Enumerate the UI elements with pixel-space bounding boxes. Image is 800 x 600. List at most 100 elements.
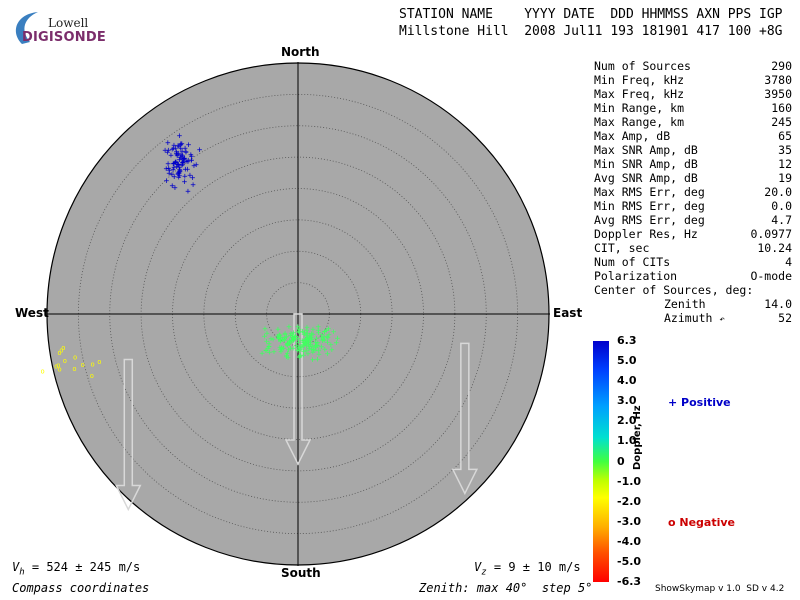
stat-label: Max Amp, dB xyxy=(594,129,671,143)
source-point: + xyxy=(166,169,172,179)
source-point: + xyxy=(295,346,301,356)
source-point: + xyxy=(173,158,179,168)
source-point: + xyxy=(178,139,184,149)
stat-row: Polarization O-mode xyxy=(594,269,792,283)
stat-value: 160 xyxy=(771,101,792,115)
source-point: o xyxy=(63,357,67,365)
source-point: o xyxy=(72,365,76,373)
source-point: + xyxy=(187,171,193,181)
source-point: + xyxy=(264,329,270,339)
source-point: + xyxy=(296,327,302,337)
source-point: + xyxy=(304,338,310,348)
source-point: + xyxy=(302,338,308,348)
source-point: o xyxy=(40,367,44,375)
stat-label: Min RMS Err, deg xyxy=(594,199,705,213)
source-point: + xyxy=(334,339,340,349)
compass-east-label: East xyxy=(553,306,583,320)
source-point: + xyxy=(265,344,271,354)
source-point: o xyxy=(81,361,85,369)
source-point: + xyxy=(289,337,295,347)
stat-label: Polarization xyxy=(594,269,678,283)
source-point: + xyxy=(167,166,173,176)
source-point: + xyxy=(286,345,292,355)
source-point: + xyxy=(270,335,276,345)
source-point: + xyxy=(287,338,293,348)
stat-row: Min SNR Amp, dB 12 xyxy=(594,157,792,171)
source-point: + xyxy=(290,344,296,354)
source-point: + xyxy=(321,336,327,346)
source-point: + xyxy=(298,351,304,361)
source-point: + xyxy=(300,327,306,337)
source-point: + xyxy=(304,335,310,345)
center-azimuth-value: 52 xyxy=(778,311,792,325)
source-point: + xyxy=(301,341,307,351)
source-point: + xyxy=(174,162,180,172)
source-point: + xyxy=(182,144,188,154)
stat-value: 3950 xyxy=(764,87,792,101)
colorbar-tick-label: -2.0 xyxy=(617,494,642,508)
colorbar-tick-label: 1.0 xyxy=(617,434,637,448)
source-point: + xyxy=(310,330,316,340)
source-point: + xyxy=(298,342,304,352)
source-point: + xyxy=(293,333,299,343)
source-point: + xyxy=(291,328,297,338)
stat-value: 65 xyxy=(778,129,792,143)
source-point: + xyxy=(181,155,187,165)
source-point: + xyxy=(325,338,331,348)
stat-value: 4.7 xyxy=(771,213,792,227)
source-point: + xyxy=(289,336,295,346)
source-point: + xyxy=(171,159,177,169)
source-point: + xyxy=(275,332,281,342)
source-point: + xyxy=(277,343,283,353)
source-point: + xyxy=(183,165,189,175)
source-point: + xyxy=(282,336,288,346)
source-point: + xyxy=(308,338,314,348)
source-point: + xyxy=(189,156,195,166)
source-point: + xyxy=(282,334,288,344)
source-point: + xyxy=(294,341,300,351)
source-point: + xyxy=(279,344,285,354)
source-point: o xyxy=(90,360,94,368)
source-point: + xyxy=(288,344,294,354)
source-point: + xyxy=(315,341,321,351)
source-point: + xyxy=(172,184,178,194)
source-point: + xyxy=(284,332,290,342)
source-point: + xyxy=(179,147,185,157)
coordinates-label: Compass coordinates xyxy=(12,581,150,595)
source-point: + xyxy=(316,328,322,338)
source-point: + xyxy=(301,339,307,349)
source-point: + xyxy=(322,328,328,338)
stat-label: Max Range, km xyxy=(594,115,685,129)
source-point: + xyxy=(279,345,285,355)
source-point: o xyxy=(56,362,60,370)
source-point: + xyxy=(307,343,313,353)
source-point: + xyxy=(297,345,303,355)
source-point: + xyxy=(326,325,332,335)
source-point: + xyxy=(178,140,184,150)
source-point: + xyxy=(315,355,321,365)
source-point: + xyxy=(278,348,284,358)
source-point: + xyxy=(169,145,175,155)
source-point: + xyxy=(185,156,191,166)
source-point: + xyxy=(262,325,268,335)
source-point: + xyxy=(175,149,181,159)
source-point: + xyxy=(267,348,273,358)
logo-digisonde-text: DIGISONDE xyxy=(22,30,106,45)
source-point: o xyxy=(57,349,61,357)
stat-label: Num of CITs xyxy=(594,255,671,269)
source-point: + xyxy=(278,345,284,355)
stat-label: Doppler Res, Hz xyxy=(594,227,698,241)
source-point: + xyxy=(315,338,321,348)
stat-label: Min SNR Amp, dB xyxy=(594,157,698,171)
source-point: + xyxy=(313,341,319,351)
source-point: + xyxy=(301,347,307,357)
source-point: + xyxy=(326,330,332,340)
source-point: + xyxy=(293,332,299,342)
source-point: + xyxy=(285,340,291,350)
source-point: + xyxy=(305,334,311,344)
source-point: + xyxy=(279,344,285,354)
source-point: + xyxy=(276,334,282,344)
source-point: + xyxy=(295,322,301,332)
source-point: + xyxy=(176,173,182,183)
source-point: + xyxy=(169,182,175,192)
